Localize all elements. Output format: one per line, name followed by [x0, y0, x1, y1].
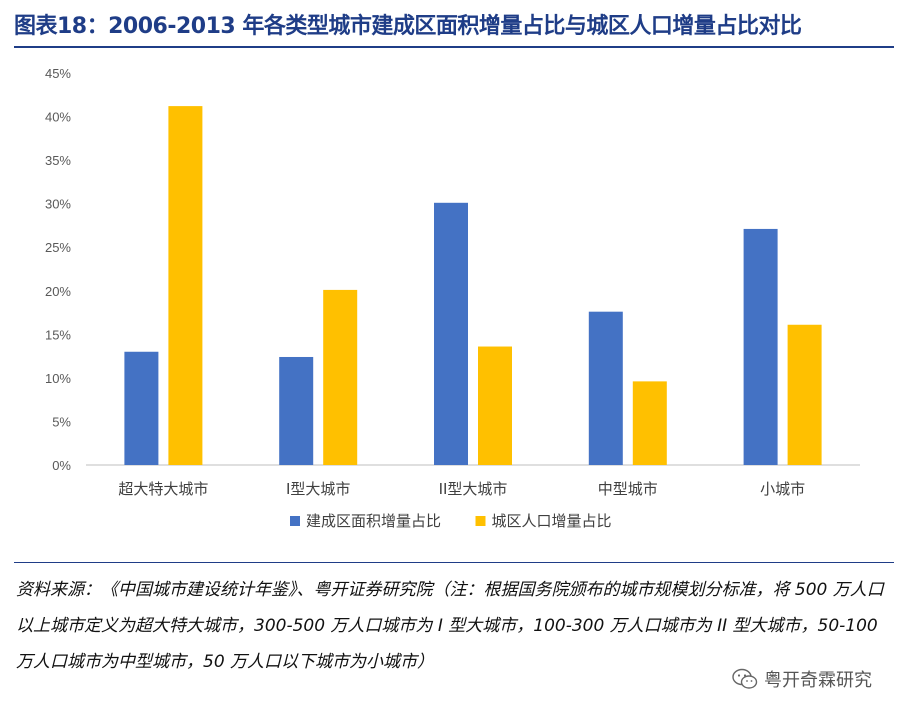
bar [478, 346, 512, 465]
y-tick-label: 40% [45, 110, 71, 125]
legend-swatch [290, 516, 300, 526]
bar [279, 356, 314, 465]
bar [588, 311, 623, 465]
bar [632, 381, 667, 465]
chart-title: 图表18：2006-2013 年各类型城市建成区面积增量占比与城区人口增量占比对… [14, 14, 802, 39]
y-tick-label: 0% [52, 458, 71, 473]
watermark-text: 粤开奇霖研究 [764, 670, 872, 691]
x-tick-label: 小城市 [760, 480, 805, 498]
legend-swatch [475, 516, 486, 526]
x-tick-label: 中型城市 [598, 480, 658, 498]
bar [434, 202, 468, 465]
y-tick-label: 10% [45, 371, 71, 386]
bar [168, 106, 203, 465]
legend-label: 城区人口增量占比 [492, 512, 612, 530]
bar [743, 228, 778, 465]
y-tick-label: 15% [45, 327, 71, 342]
x-tick-label: II型大城市 [439, 480, 508, 498]
y-tick-label: 30% [45, 197, 71, 212]
y-tick-label: 20% [45, 284, 71, 299]
wechat-icon [732, 668, 758, 689]
source-note: 资料来源：《中国城市建设统计年鉴》、粤开证券研究院（注：根据国务院颁布的城市规模… [16, 580, 884, 672]
bar [323, 289, 358, 465]
bar [787, 324, 822, 465]
legend-label: 建成区面积增量占比 [306, 512, 441, 530]
source-divider [14, 562, 894, 563]
x-tick-label: I型大城市 [286, 480, 350, 498]
bar-chart: 0% 5% 10% 15% 20% 25% 30% 35% 40% 45% 超大特大城市 I型大城市 I… [45, 66, 860, 530]
watermark: 粤开奇霖研究 [732, 666, 872, 692]
y-tick-label: 25% [45, 240, 71, 255]
y-tick-label: 5% [52, 414, 71, 429]
y-tick-label: 45% [45, 66, 71, 81]
title-divider [14, 46, 894, 48]
x-tick-label: 超大特大城市 [118, 480, 208, 498]
y-tick-label: 35% [45, 153, 71, 168]
bar [124, 351, 159, 465]
